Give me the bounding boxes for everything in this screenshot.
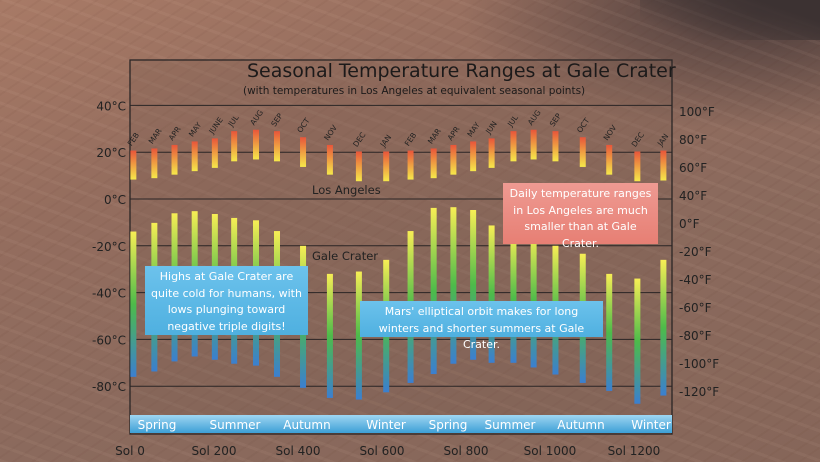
la-range-bar [470, 141, 477, 172]
sol-tick-label: Sol 1000 [524, 444, 577, 458]
right-tick-label: -100°F [679, 357, 719, 371]
sol-tick-label: Sol 1200 [608, 444, 661, 458]
right-tick-label: -60°F [679, 301, 712, 315]
left-tick-label: -20°C [92, 240, 126, 254]
los-angeles-label: Los Angeles [312, 183, 381, 197]
season-label: Summer [485, 418, 536, 432]
season-band [130, 415, 672, 433]
right-tick-label: 40°F [679, 189, 707, 203]
left-tick-label: -40°C [92, 287, 126, 301]
space-sky [640, 0, 820, 40]
la-range-bar [355, 151, 362, 182]
gale-crater-label: Gale Crater [312, 249, 379, 263]
right-tick-label: 60°F [679, 161, 707, 175]
sol-tick-label: Sol 0 [115, 444, 145, 458]
chart-subtitle: (with temperatures in Los Angeles at equ… [243, 85, 586, 97]
gale-range-bar [326, 273, 333, 398]
sol-tick-label: Sol 800 [443, 444, 488, 458]
right-tick-label: -80°F [679, 329, 712, 343]
sol-tick-label: Sol 600 [359, 444, 404, 458]
gale-range-bar [470, 209, 477, 360]
season-label: Spring [429, 418, 468, 432]
season-label: Winter [366, 418, 406, 432]
la-range-bar [634, 151, 641, 182]
la-range-bar [151, 148, 158, 179]
la-range-bar [510, 131, 517, 162]
right-tick-label: 0°F [679, 217, 700, 231]
la-range-bar [326, 144, 333, 175]
left-tick-label: -80°C [92, 380, 126, 394]
la-range-bar [274, 131, 280, 162]
season-label: Winter [631, 418, 671, 432]
gale-range-bar [488, 225, 495, 363]
la-range-bar [300, 137, 307, 167]
la-range-bar [211, 138, 218, 168]
la-range-bar [253, 129, 259, 160]
la-range-bar [606, 144, 613, 175]
right-tick-label: 100°F [679, 105, 715, 119]
la-range-bar [130, 150, 137, 180]
la-annotation: Daily temperature ranges in Los Angeles … [503, 183, 658, 250]
la-range-bar [552, 131, 559, 162]
right-tick-label: -20°F [679, 245, 712, 259]
gale-range-bar [130, 231, 137, 377]
right-tick-label: -40°F [679, 273, 712, 287]
la-range-bar [660, 150, 667, 181]
season-label: Autumn [557, 418, 604, 432]
orbit-annotation: Mars' elliptical orbit makes for long wi… [360, 301, 603, 351]
chart-title: Seasonal Temperature Ranges at Gale Crat… [247, 60, 676, 82]
la-range-bar [530, 129, 537, 160]
sol-tick-label: Sol 400 [275, 444, 320, 458]
right-tick-label: -120°F [679, 385, 719, 399]
la-range-bar [383, 151, 390, 182]
la-range-bar [191, 141, 198, 172]
la-range-bar [231, 131, 238, 162]
gale-range-bar [660, 259, 667, 396]
gale-range-bar [450, 207, 457, 364]
season-label: Spring [138, 418, 177, 432]
gale-range-bar [606, 273, 613, 391]
season-label: Autumn [283, 418, 330, 432]
gale-range-bar [510, 234, 517, 363]
gale-range-bar [634, 278, 641, 404]
la-range-bar [407, 150, 414, 180]
sol-tick-label: Sol 200 [191, 444, 236, 458]
highs-annotation: Highs at Gale Crater are quite cold for … [145, 266, 308, 335]
gale-range-bar [430, 207, 437, 375]
la-range-bar [430, 148, 437, 179]
left-tick-label: -60°C [92, 333, 126, 347]
la-range-bar [579, 137, 586, 167]
gale-range-bar [355, 271, 362, 400]
la-range-bar [450, 144, 457, 175]
la-range-bar [488, 138, 495, 168]
right-tick-label: 80°F [679, 133, 707, 147]
season-label: Summer [210, 418, 261, 432]
gale-range-bar [530, 234, 537, 368]
left-tick-label: 40°C [96, 99, 126, 113]
left-tick-label: 0°C [104, 193, 126, 207]
la-range-bar [171, 144, 178, 175]
left-tick-label: 20°C [96, 146, 126, 160]
